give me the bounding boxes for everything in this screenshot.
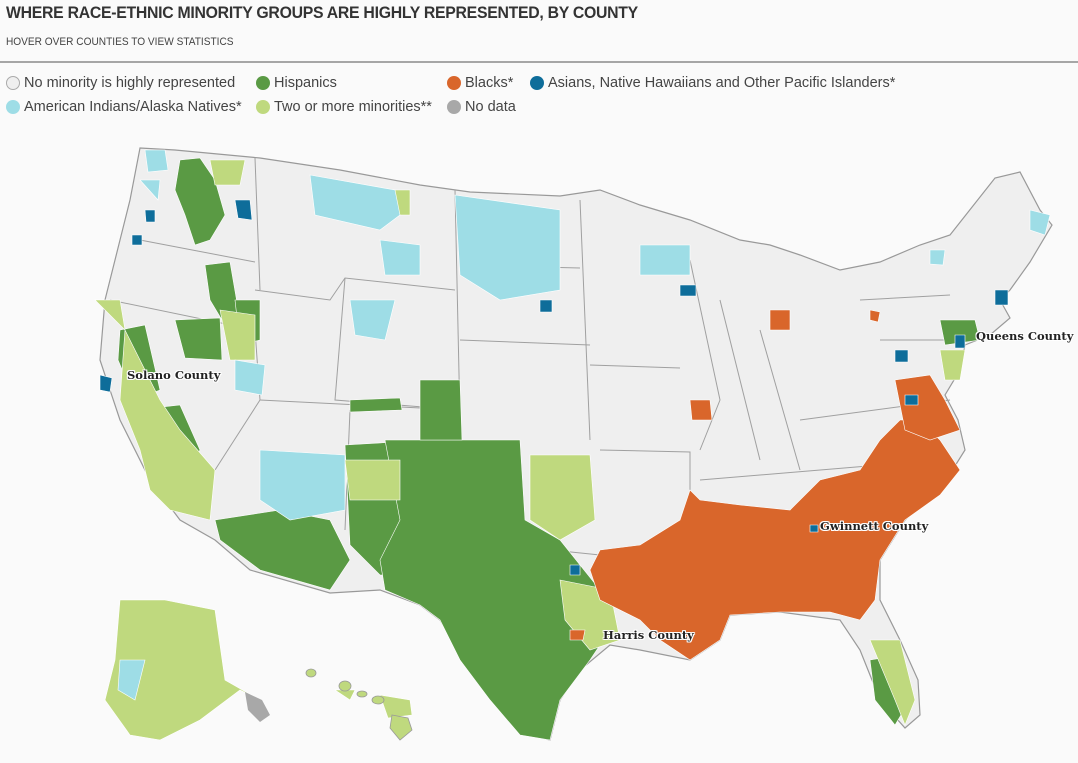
black-regions[interactable] <box>569 309 961 661</box>
two-or-more-regions[interactable] <box>94 159 966 741</box>
alaska-no-data[interactable] <box>245 692 270 722</box>
legend-label: Asians, Native Hawaiians and Other Pacif… <box>548 75 896 91</box>
legend-item-hispanics[interactable]: Hispanics <box>256 75 337 91</box>
circle-swatch-icon <box>6 100 20 114</box>
circle-swatch-icon <box>447 100 461 114</box>
page-subtitle: HOVER OVER COUNTIES TO VIEW STATISTICS <box>6 36 234 48</box>
legend-label: American Indians/Alaska Natives* <box>24 99 242 115</box>
asian-regions[interactable] <box>99 199 1009 576</box>
legend-item-two-or-more[interactable]: Two or more minorities** <box>256 99 432 115</box>
circle-swatch-icon <box>256 100 270 114</box>
legend-label: No data <box>465 99 516 115</box>
callout-gwinnett-county[interactable]: Gwinnett County <box>820 519 929 533</box>
legend-item-no-minority[interactable]: No minority is highly represented <box>6 75 235 91</box>
callout-queens-county[interactable]: Queens County <box>976 329 1074 343</box>
hawaii[interactable] <box>305 668 413 741</box>
circle-swatch-icon <box>530 76 544 90</box>
legend-label: Two or more minorities** <box>274 99 432 115</box>
american-indian-regions[interactable] <box>117 149 1051 701</box>
page-title: WHERE RACE-ETHNIC MINORITY GROUPS ARE HI… <box>6 3 638 22</box>
callout-solano-county[interactable]: Solano County <box>127 368 221 382</box>
legend-label: Blacks* <box>465 75 514 91</box>
legend-label: Hispanics <box>274 75 337 91</box>
legend-item-american-indians[interactable]: American Indians/Alaska Natives* <box>6 99 242 115</box>
header-divider <box>0 61 1078 63</box>
map-svg[interactable] <box>0 130 1078 763</box>
legend-item-blacks[interactable]: Blacks* <box>447 75 513 91</box>
circle-swatch-icon <box>6 76 20 90</box>
legend-item-asians[interactable]: Asians, Native Hawaiians and Other Pacif… <box>530 75 895 91</box>
circle-swatch-icon <box>447 76 461 90</box>
legend-label: No minority is highly represented <box>24 75 236 91</box>
callout-harris-county[interactable]: Harris County <box>603 628 694 642</box>
us-county-map[interactable]: Solano County Queens County Gwinnett Cou… <box>0 130 1078 763</box>
legend-item-no-data[interactable]: No data <box>447 99 516 115</box>
circle-swatch-icon <box>256 76 270 90</box>
legend: No minority is highly represented Hispan… <box>0 73 1078 123</box>
